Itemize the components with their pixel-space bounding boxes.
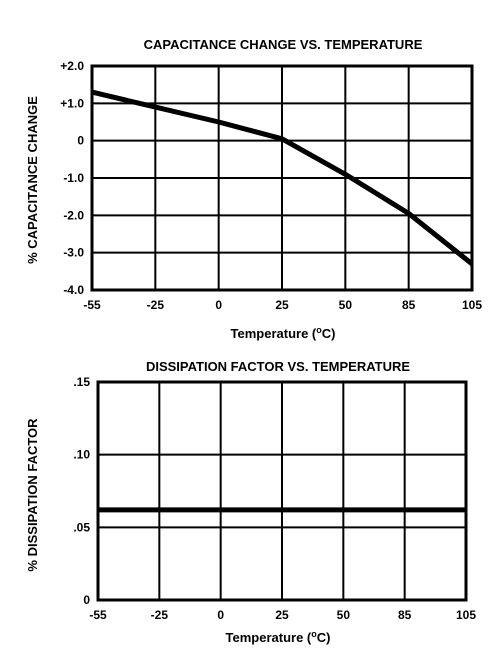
chart1-x-tick-label: 105 (462, 298, 482, 312)
chart1-y-tick-label: 0 (77, 134, 84, 148)
chart2-x-tick-label: 25 (275, 608, 289, 622)
chart2-grid (96, 380, 468, 602)
chart1-y-tick-label: -2.0 (63, 208, 84, 222)
chart2-x-ticks: -55 -25 0 25 50 85 105 (89, 608, 476, 622)
chart2-x-tick-label: -55 (89, 608, 107, 622)
chart2-y-ticks: .15 .10 .05 0 (73, 375, 90, 607)
chart1-y-tick-label: +1.0 (60, 96, 84, 110)
chart2-y-axis-label: % DISSIPATION FACTOR (25, 418, 40, 572)
chart2-title: DISSIPATION FACTOR VS. TEMPERATURE (146, 359, 410, 374)
dissipation-chart: DISSIPATION FACTOR VS. TEMPERATURE .15.1… (25, 359, 476, 645)
chart1-x-tick-label: -25 (147, 298, 165, 312)
chart2-x-tick-label: 85 (398, 608, 412, 622)
chart1-x-tick-label: 25 (275, 298, 289, 312)
chart1-title: CAPACITANCE CHANGE VS. TEMPERATURE (144, 37, 423, 52)
chart1-frame (90, 64, 474, 292)
chart1-x-tick-label: 85 (402, 298, 416, 312)
chart1-series-line (91, 89, 474, 266)
chart2-y-tick-label: 0 (83, 593, 90, 607)
chart1-y-tick-label: -4.0 (63, 283, 84, 297)
chart1-x-ticks: -55 -25 0 25 50 85 105 (83, 298, 482, 312)
chart2-x-tick-label: 50 (337, 608, 351, 622)
chart2-x-tick-label: 105 (456, 608, 476, 622)
chart2-y-tick-label: .05 (73, 520, 90, 534)
chart1-x-tick-label: -55 (83, 298, 101, 312)
capacitance-chart: CAPACITANCE CHANGE VS. TEMPERATURE +2.0+… (25, 37, 482, 341)
chart2-x-axis-label: Temperature (oC) (226, 629, 331, 645)
chart1-x-tick-label: 0 (215, 298, 222, 312)
chart2-x-tick-label: -25 (151, 608, 169, 622)
chart1-x-tick-label: 50 (339, 298, 353, 312)
chart1-y-axis-label: % CAPACITANCE CHANGE (25, 96, 40, 264)
chart2-x-tick-label: 0 (217, 608, 224, 622)
chart1-grid (90, 64, 474, 292)
chart1-y-ticks: +2.0 +1.0 0 -1.0 -2.0 -3.0 -4.0 (60, 59, 84, 297)
chart1-y-tick-label: -3.0 (63, 246, 84, 260)
chart1-y-tick-label: -1.0 (63, 171, 84, 185)
chart1-x-axis-label: Temperature (oC) (231, 325, 336, 341)
chart2-y-tick-label: .10 (73, 448, 90, 462)
chart2-y-tick-label: .15 (73, 375, 90, 389)
chart2-frame (96, 380, 468, 602)
chart1-y-tick-label: +2.0 (60, 59, 84, 73)
